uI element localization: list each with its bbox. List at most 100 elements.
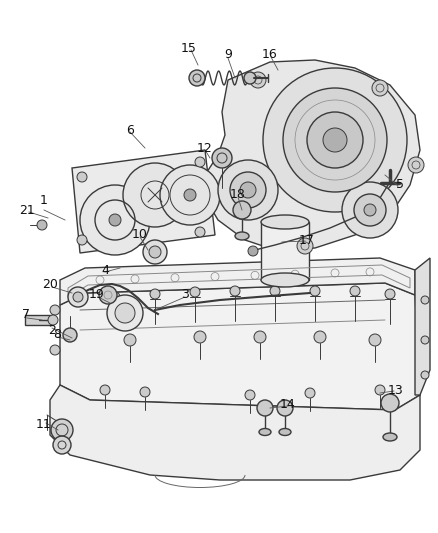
Circle shape <box>53 436 71 454</box>
Circle shape <box>248 246 258 256</box>
Circle shape <box>115 303 135 323</box>
Circle shape <box>77 172 87 182</box>
Circle shape <box>68 287 88 307</box>
Text: 15: 15 <box>181 42 197 54</box>
Circle shape <box>277 400 293 416</box>
Circle shape <box>51 419 73 441</box>
Text: 5: 5 <box>396 179 404 191</box>
Circle shape <box>190 287 200 297</box>
Text: 19: 19 <box>89 288 105 302</box>
Circle shape <box>354 194 386 226</box>
Text: 1: 1 <box>40 193 48 206</box>
Circle shape <box>230 286 240 296</box>
Circle shape <box>143 240 167 264</box>
Text: 9: 9 <box>224 49 232 61</box>
Polygon shape <box>415 258 430 395</box>
Text: 17: 17 <box>299 233 315 246</box>
Ellipse shape <box>259 429 271 435</box>
Circle shape <box>408 157 424 173</box>
Circle shape <box>50 305 60 315</box>
Text: 3: 3 <box>181 288 189 302</box>
Text: 18: 18 <box>230 189 246 201</box>
Ellipse shape <box>383 433 397 441</box>
Text: 20: 20 <box>42 279 58 292</box>
Text: 12: 12 <box>197 141 213 155</box>
Circle shape <box>50 345 60 355</box>
Circle shape <box>305 388 315 398</box>
Ellipse shape <box>279 429 291 435</box>
Circle shape <box>245 390 255 400</box>
Circle shape <box>270 286 280 296</box>
Circle shape <box>184 189 196 201</box>
Circle shape <box>307 112 363 168</box>
Circle shape <box>375 385 385 395</box>
Circle shape <box>194 331 206 343</box>
Circle shape <box>254 331 266 343</box>
Circle shape <box>421 336 429 344</box>
Text: 8: 8 <box>53 328 61 342</box>
Circle shape <box>364 204 376 216</box>
Polygon shape <box>72 150 215 253</box>
Circle shape <box>77 235 87 245</box>
Text: 11: 11 <box>36 418 52 432</box>
Text: 4: 4 <box>101 263 109 277</box>
Circle shape <box>195 157 205 167</box>
Ellipse shape <box>261 273 309 287</box>
Circle shape <box>124 334 136 346</box>
Circle shape <box>37 220 47 230</box>
Text: 16: 16 <box>262 49 278 61</box>
Polygon shape <box>60 283 420 410</box>
Circle shape <box>110 292 120 302</box>
Circle shape <box>195 227 205 237</box>
Circle shape <box>381 394 399 412</box>
Circle shape <box>257 400 273 416</box>
Circle shape <box>233 201 251 219</box>
Circle shape <box>385 289 395 299</box>
Circle shape <box>310 286 320 296</box>
Circle shape <box>160 165 220 225</box>
Circle shape <box>48 315 58 325</box>
Ellipse shape <box>261 215 309 229</box>
Circle shape <box>369 334 381 346</box>
Circle shape <box>99 286 117 304</box>
Polygon shape <box>205 60 420 250</box>
Circle shape <box>297 238 313 254</box>
Circle shape <box>189 70 205 86</box>
Circle shape <box>314 331 326 343</box>
Circle shape <box>212 148 232 168</box>
Circle shape <box>421 371 429 379</box>
Circle shape <box>350 286 360 296</box>
Circle shape <box>109 214 121 226</box>
Polygon shape <box>50 385 420 480</box>
Circle shape <box>240 182 256 198</box>
Circle shape <box>150 289 160 299</box>
Polygon shape <box>60 258 415 305</box>
Text: 10: 10 <box>132 229 148 241</box>
Circle shape <box>107 295 143 331</box>
Circle shape <box>80 185 150 255</box>
Text: 14: 14 <box>280 399 296 411</box>
Text: 21: 21 <box>19 204 35 216</box>
Text: 7: 7 <box>22 309 30 321</box>
Text: 6: 6 <box>126 124 134 136</box>
Circle shape <box>63 328 77 342</box>
Circle shape <box>263 68 407 212</box>
Circle shape <box>372 80 388 96</box>
Text: 13: 13 <box>388 384 404 397</box>
Circle shape <box>123 163 187 227</box>
Bar <box>261 222 309 280</box>
Text: 2: 2 <box>48 324 56 336</box>
Circle shape <box>73 292 83 302</box>
Circle shape <box>250 72 266 88</box>
Circle shape <box>102 290 114 302</box>
Circle shape <box>218 160 278 220</box>
Circle shape <box>323 128 347 152</box>
Circle shape <box>140 387 150 397</box>
Circle shape <box>244 72 256 84</box>
Circle shape <box>230 172 266 208</box>
Circle shape <box>421 296 429 304</box>
Circle shape <box>100 385 110 395</box>
Circle shape <box>342 182 398 238</box>
Circle shape <box>283 88 387 192</box>
Circle shape <box>149 246 161 258</box>
